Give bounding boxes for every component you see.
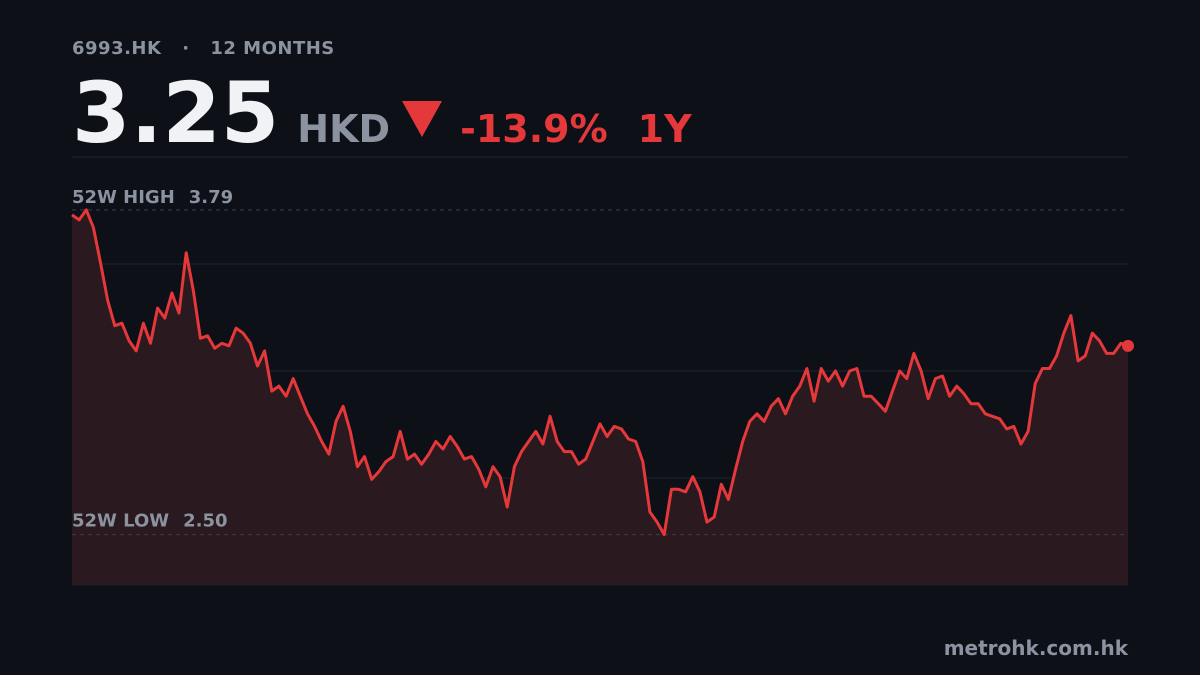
currency: HKD bbox=[297, 107, 391, 151]
range: 1Y bbox=[637, 107, 692, 151]
quote: 3.25 HKD -13.9% 1Y bbox=[72, 64, 722, 162]
price-line bbox=[71, 208, 1129, 537]
separator: · bbox=[182, 38, 190, 59]
area bbox=[72, 209, 1128, 585]
header-meta: 6993.HK · 12 MONTHS bbox=[72, 38, 349, 59]
high-label: 52W HIGH bbox=[72, 187, 175, 208]
period: 12 MONTHS bbox=[210, 38, 335, 59]
ticker: 6993.HK bbox=[72, 38, 162, 59]
high-value: 3.79 bbox=[189, 187, 233, 208]
last-point bbox=[1122, 339, 1134, 352]
change: -13.9% bbox=[460, 107, 608, 151]
low-value: 2.50 bbox=[183, 511, 227, 532]
source: metrohk.com.hk bbox=[944, 636, 1129, 660]
price: 3.25 bbox=[72, 64, 280, 162]
down-arrow bbox=[402, 101, 443, 137]
low-label: 52W LOW bbox=[72, 511, 169, 532]
